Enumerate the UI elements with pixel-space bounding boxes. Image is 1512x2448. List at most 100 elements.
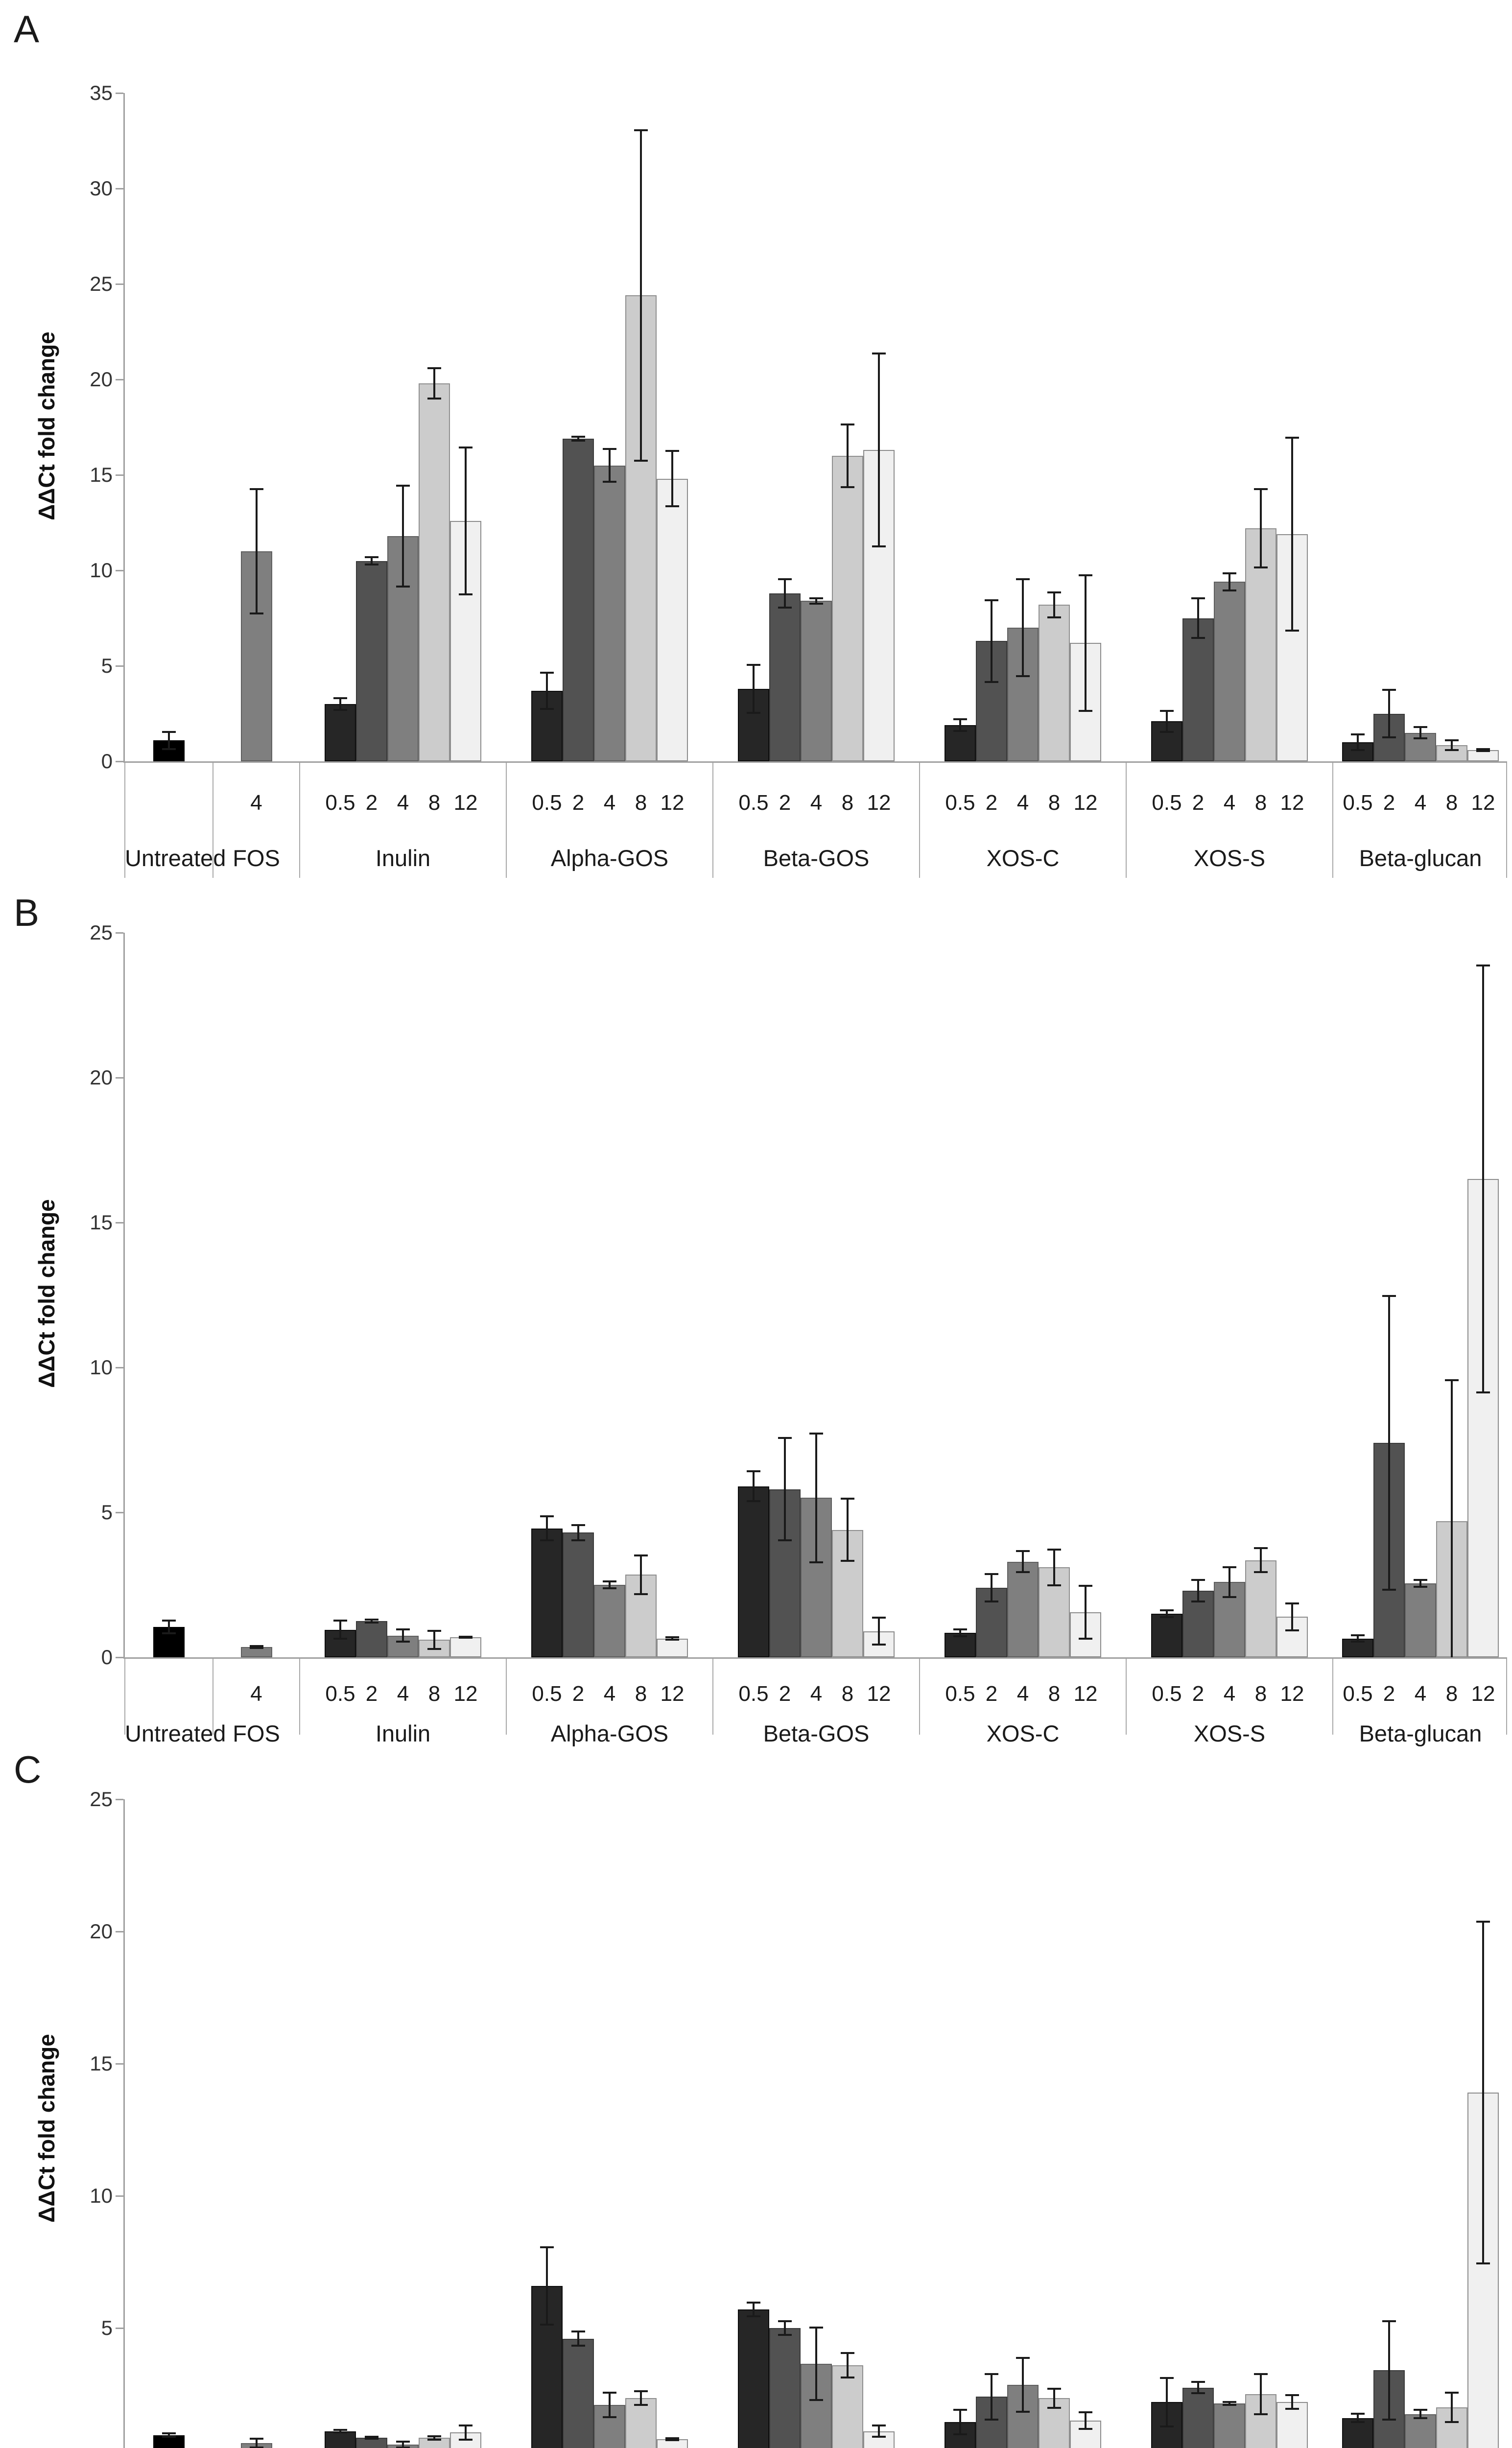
error-bar-cap-bottom — [665, 2439, 679, 2441]
error-bar-stem — [847, 423, 849, 489]
conc-label: 2 — [779, 791, 791, 815]
bar-beta-glucan-4 — [1405, 1583, 1436, 1657]
error-bar — [1070, 574, 1101, 712]
error-bar-cap-bottom — [603, 2416, 616, 2418]
error-bar — [1245, 2373, 1276, 2416]
conc-label: 8 — [1048, 1682, 1061, 1706]
error-bar-cap-top — [1047, 2387, 1061, 2390]
error-bar — [594, 1580, 625, 1589]
error-bar-cap-top — [396, 2440, 410, 2443]
group-separator — [124, 761, 125, 878]
conc-label: 0.5 — [945, 1682, 975, 1706]
error-bar-cap-top — [1016, 1550, 1030, 1552]
error-bar-cap-top — [162, 2432, 176, 2435]
bar-alpha-gos-12 — [657, 478, 688, 761]
error-bar-stem — [878, 353, 880, 548]
error-bar-stem — [371, 2435, 373, 2440]
group-separator — [1332, 1657, 1333, 1735]
error-bar-stem — [1166, 709, 1168, 733]
error-bar-cap-bottom — [1382, 736, 1396, 739]
conc-label: 8 — [428, 791, 441, 815]
error-bar-cap-bottom — [571, 2344, 585, 2347]
error-bar-cap-bottom — [459, 1636, 472, 1639]
error-bar-stem — [1291, 437, 1293, 632]
error-bar-cap-top — [1254, 488, 1268, 491]
error-bar-stem — [577, 436, 579, 442]
error-bar-stem — [1085, 574, 1087, 712]
conc-label: 4 — [1223, 1682, 1236, 1706]
error-bar-stem — [640, 2390, 642, 2406]
error-bar — [1276, 437, 1308, 632]
error-bar-cap-bottom — [1223, 589, 1236, 591]
error-bar-stem — [609, 448, 611, 483]
error-bar-stem — [1022, 578, 1024, 678]
error-bar-cap-top — [747, 2302, 760, 2304]
error-bar-cap-bottom — [1382, 1588, 1396, 1591]
error-bar-cap-bottom — [603, 1587, 616, 1589]
error-bar-cap-top — [603, 1580, 616, 1583]
conc-label: 4 — [1016, 1682, 1029, 1706]
error-bar-cap-bottom — [1285, 1629, 1299, 1631]
y-tick-mark — [116, 1931, 123, 1932]
error-bar-cap-top — [747, 664, 760, 666]
error-bar — [863, 2424, 895, 2438]
error-bar — [1276, 1602, 1308, 1631]
error-bar-cap-bottom — [634, 1593, 648, 1595]
error-bar-stem — [753, 664, 755, 714]
error-bar — [1070, 1585, 1101, 1640]
error-bar-stem — [1451, 739, 1453, 751]
error-bar-cap-bottom — [1476, 1391, 1490, 1394]
error-bar-cap-top — [571, 1524, 585, 1526]
bar-beta-gos-8 — [832, 456, 863, 761]
error-bar — [419, 367, 450, 400]
error-bar-stem — [991, 2373, 992, 2421]
group-label: Beta-glucan — [1359, 845, 1482, 871]
error-bar-stem — [959, 1628, 961, 1637]
error-bar-cap-top — [571, 2330, 585, 2333]
error-bar-cap-bottom — [872, 1644, 886, 1646]
conc-label: 0.5 — [1152, 791, 1182, 815]
bar-alpha-gos-8 — [625, 295, 657, 761]
error-bar-stem — [1053, 2387, 1055, 2409]
error-bar — [657, 450, 688, 508]
conc-label: 2 — [572, 791, 585, 815]
error-bar-cap-top — [1254, 2373, 1268, 2375]
bar-alpha-gos-0.5 — [531, 1528, 563, 1657]
conc-label: 2 — [365, 1682, 378, 1706]
error-bar-stem — [1451, 2391, 1453, 2424]
conc-label: 8 — [1445, 1682, 1458, 1706]
error-bar-cap-bottom — [333, 2431, 347, 2433]
error-bar-cap-bottom — [1254, 2413, 1268, 2416]
error-bar — [863, 1617, 895, 1646]
error-bar-cap-top — [1414, 1579, 1427, 1581]
error-bar-cap-bottom — [249, 2446, 263, 2448]
error-bar-cap-top — [1285, 437, 1299, 439]
error-bar-stem — [546, 671, 548, 710]
error-bar-cap-bottom — [809, 1561, 823, 1563]
error-bar-cap-top — [249, 488, 263, 491]
conc-label: 4 — [1223, 791, 1236, 815]
error-bar — [1405, 1579, 1436, 1588]
error-bar — [563, 1524, 594, 1542]
bar-xos-s-8 — [1245, 1560, 1276, 1657]
conc-label: 8 — [1048, 791, 1061, 815]
y-tick-label: 20 — [90, 1066, 113, 1089]
group-label: XOS-C — [986, 1720, 1060, 1746]
error-bar-stem — [1357, 1634, 1359, 1643]
y-axis-line — [123, 93, 125, 763]
error-bar-stem — [402, 1628, 404, 1643]
error-bar — [945, 1628, 976, 1637]
error-bar-stem — [1260, 2373, 1262, 2416]
y-axis-title-c: ΔΔCt fold change — [34, 2034, 59, 2223]
panel-letter-a: A — [14, 7, 41, 50]
error-bar-cap-top — [665, 450, 679, 452]
error-bar-cap-bottom — [1016, 2410, 1030, 2413]
error-bar — [1039, 1549, 1070, 1586]
error-bar — [832, 1498, 863, 1562]
error-bar-cap-bottom — [249, 612, 263, 614]
x-axis-line — [123, 1657, 1507, 1659]
error-bar-cap-bottom — [1223, 2404, 1236, 2406]
error-bar-stem — [1388, 1295, 1390, 1591]
error-bar — [325, 1620, 356, 1640]
error-bar-stem — [1197, 1579, 1199, 1602]
